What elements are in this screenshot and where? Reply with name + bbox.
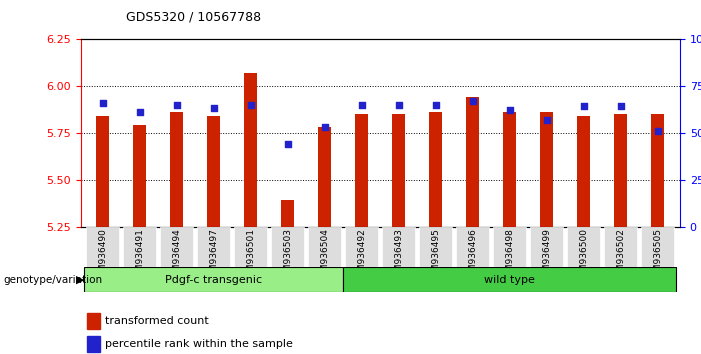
Bar xyxy=(466,97,479,227)
Point xyxy=(319,124,330,130)
Bar xyxy=(318,127,332,227)
FancyBboxPatch shape xyxy=(530,227,564,267)
Point xyxy=(208,105,219,111)
Bar xyxy=(207,116,220,227)
Bar xyxy=(245,73,257,227)
FancyBboxPatch shape xyxy=(343,267,676,292)
Text: ▶: ▶ xyxy=(76,275,84,285)
Point xyxy=(245,102,257,108)
Point xyxy=(171,102,182,108)
FancyBboxPatch shape xyxy=(419,227,452,267)
Bar xyxy=(540,112,553,227)
FancyBboxPatch shape xyxy=(567,227,601,267)
FancyBboxPatch shape xyxy=(493,227,526,267)
Point xyxy=(578,104,590,109)
Bar xyxy=(503,112,516,227)
Text: GSM936503: GSM936503 xyxy=(283,228,292,283)
FancyBboxPatch shape xyxy=(84,267,343,292)
Text: GSM936490: GSM936490 xyxy=(98,228,107,282)
FancyBboxPatch shape xyxy=(456,227,489,267)
FancyBboxPatch shape xyxy=(160,227,193,267)
Text: percentile rank within the sample: percentile rank within the sample xyxy=(104,339,292,349)
FancyBboxPatch shape xyxy=(271,227,304,267)
Text: GSM936500: GSM936500 xyxy=(579,228,588,283)
FancyBboxPatch shape xyxy=(86,227,119,267)
Text: Pdgf-c transgenic: Pdgf-c transgenic xyxy=(165,275,262,285)
Text: GSM936504: GSM936504 xyxy=(320,228,329,282)
Text: GSM936497: GSM936497 xyxy=(210,228,218,282)
Text: GSM936493: GSM936493 xyxy=(394,228,403,282)
Text: GDS5320 / 10567788: GDS5320 / 10567788 xyxy=(126,11,261,24)
Point xyxy=(356,102,367,108)
Text: GSM936505: GSM936505 xyxy=(653,228,662,283)
Bar xyxy=(87,313,100,329)
Bar xyxy=(87,336,100,352)
FancyBboxPatch shape xyxy=(382,227,416,267)
Text: wild type: wild type xyxy=(484,275,536,285)
Bar xyxy=(651,114,665,227)
Point xyxy=(467,98,478,104)
FancyBboxPatch shape xyxy=(345,227,379,267)
Text: GSM936501: GSM936501 xyxy=(246,228,255,283)
Text: GSM936502: GSM936502 xyxy=(616,228,625,282)
FancyBboxPatch shape xyxy=(234,227,268,267)
Point xyxy=(134,109,145,115)
Point xyxy=(283,141,294,147)
Bar xyxy=(614,114,627,227)
Text: GSM936498: GSM936498 xyxy=(505,228,515,282)
Point xyxy=(97,100,109,105)
Bar xyxy=(429,112,442,227)
FancyBboxPatch shape xyxy=(641,227,674,267)
Bar xyxy=(96,116,109,227)
Text: GSM936494: GSM936494 xyxy=(172,228,182,282)
Point xyxy=(393,102,404,108)
FancyBboxPatch shape xyxy=(123,227,156,267)
Bar xyxy=(578,116,590,227)
Bar xyxy=(133,125,147,227)
Text: GSM936491: GSM936491 xyxy=(135,228,144,282)
Text: transformed count: transformed count xyxy=(104,316,208,326)
Text: GSM936496: GSM936496 xyxy=(468,228,477,282)
FancyBboxPatch shape xyxy=(604,227,637,267)
Point xyxy=(541,117,552,122)
Bar xyxy=(355,114,368,227)
Bar xyxy=(281,200,294,227)
Point xyxy=(430,102,442,108)
Text: GSM936495: GSM936495 xyxy=(431,228,440,282)
Bar xyxy=(393,114,405,227)
Point xyxy=(615,104,627,109)
Text: genotype/variation: genotype/variation xyxy=(4,275,102,285)
Point xyxy=(504,107,515,113)
Point xyxy=(652,128,663,134)
Text: GSM936499: GSM936499 xyxy=(543,228,551,282)
FancyBboxPatch shape xyxy=(308,227,341,267)
Bar xyxy=(170,112,183,227)
Text: GSM936492: GSM936492 xyxy=(358,228,367,282)
FancyBboxPatch shape xyxy=(197,227,231,267)
